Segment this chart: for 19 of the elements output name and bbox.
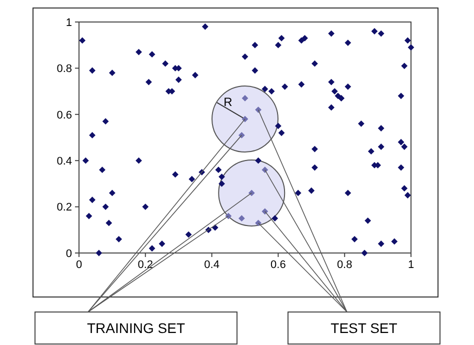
x-tick-label: 0.4 [204, 259, 220, 271]
point [262, 208, 268, 215]
x-tick-label: 0.2 [138, 259, 154, 271]
y-tick-label: 0.2 [56, 202, 72, 214]
x-tick-label: 0.8 [336, 259, 352, 271]
point [238, 215, 245, 222]
y-tick-label: 0.8 [56, 63, 72, 76]
y-tick-label: 1 [66, 16, 72, 29]
annotation: R [224, 95, 233, 110]
annotation: TEST SET [330, 320, 398, 336]
x-tick-label: 0.6 [270, 259, 286, 271]
point [255, 106, 262, 113]
x-tick-label: 0 [76, 259, 82, 271]
y-tick-label: 0.6 [56, 109, 72, 122]
y-tick-label: 0 [66, 248, 72, 260]
point [225, 212, 232, 220]
y-tick-label: 0.4 [56, 155, 72, 168]
x-tick-label: 1 [408, 259, 414, 271]
annotation: TRAINING SET [86, 320, 186, 336]
